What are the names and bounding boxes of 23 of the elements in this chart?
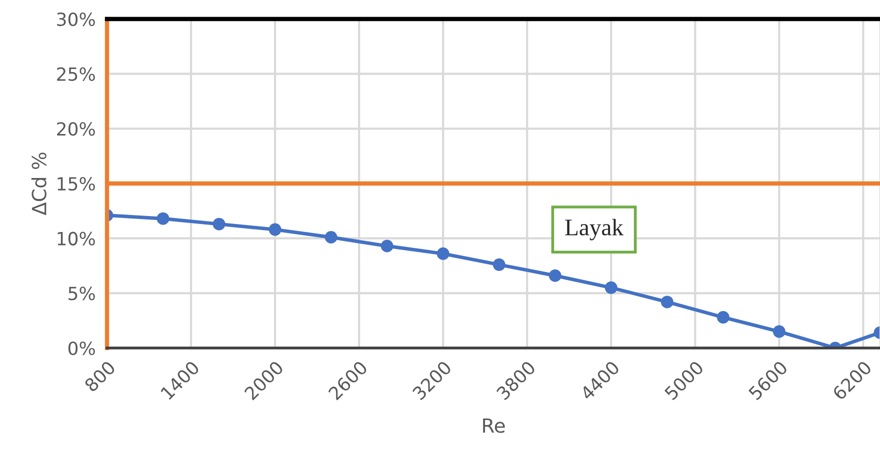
y-tick-label: 30% xyxy=(57,12,95,26)
point xyxy=(156,212,170,225)
point xyxy=(716,311,730,324)
point xyxy=(324,230,338,244)
point xyxy=(436,247,450,260)
point xyxy=(268,223,282,236)
y-tick-label: 0% xyxy=(68,341,95,356)
point xyxy=(772,325,786,338)
point xyxy=(660,296,674,308)
x-tick-label: 800 xyxy=(84,360,116,392)
y-tick-label: 10% xyxy=(58,232,95,246)
annotation: Layak xyxy=(565,218,624,240)
point xyxy=(212,218,226,230)
point xyxy=(492,258,506,271)
point xyxy=(380,240,394,252)
point xyxy=(604,281,618,294)
y-tick-label: 15% xyxy=(58,176,95,191)
y-tick-label: 25% xyxy=(57,67,95,81)
y-axis-title: ΔCd % xyxy=(31,152,46,216)
x-axis-title: Re xyxy=(483,418,505,433)
point xyxy=(548,269,562,282)
y-tick-label: 5% xyxy=(68,286,95,300)
y-tick-label: 20% xyxy=(57,122,95,136)
